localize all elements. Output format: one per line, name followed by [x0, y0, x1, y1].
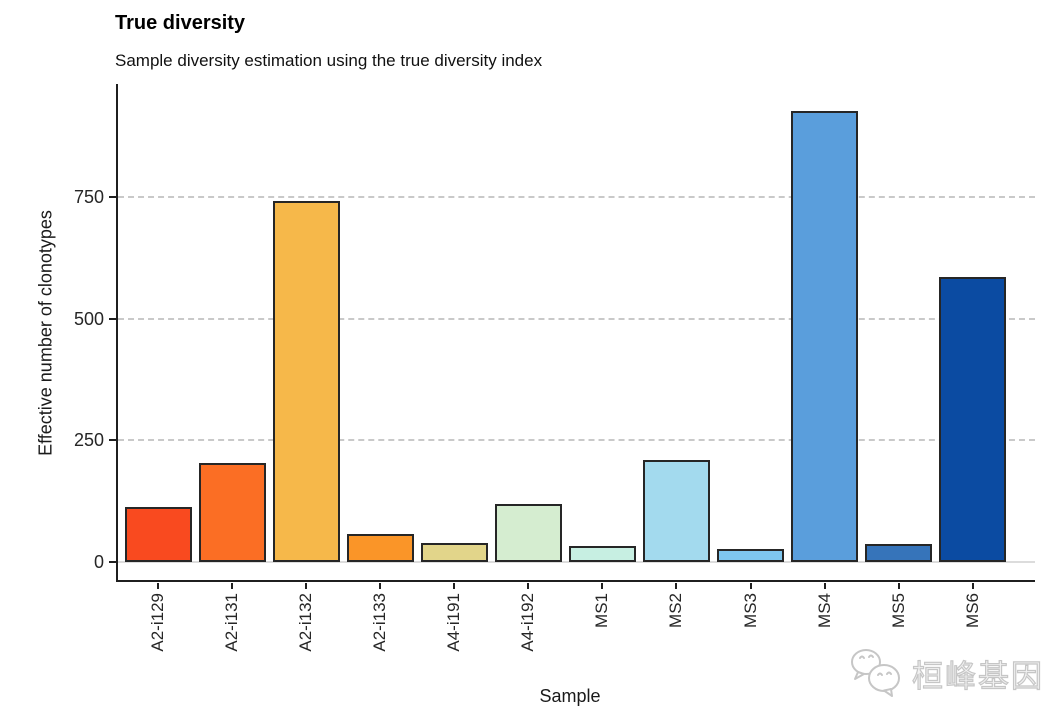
- x-tick-label-MS1: MS1: [592, 593, 612, 628]
- x-tick-MS5: [897, 583, 900, 589]
- x-tick-label-A4-i192: A4-i192: [518, 593, 538, 652]
- chart-subtitle: Sample diversity estimation using the tr…: [115, 51, 543, 70]
- bar-MS2: [642, 460, 710, 562]
- x-tick-label-MS2: MS2: [666, 593, 686, 628]
- x-tick-MS4: [823, 583, 826, 589]
- x-tick-MS3: [749, 583, 752, 589]
- x-tick-MS6: [971, 583, 974, 589]
- y-tick-label-500: 500: [73, 308, 104, 329]
- chart-title: True diversity: [115, 12, 246, 34]
- x-tick-label-MS3: MS3: [740, 593, 760, 628]
- x-tick-label-MS5: MS5: [888, 593, 908, 628]
- x-tick-label-A2-i133: A2-i133: [370, 593, 390, 652]
- bar-A2-i132: [272, 201, 340, 562]
- bar-A2-i131: [198, 463, 266, 562]
- bar-MS6: [939, 277, 1007, 562]
- y-tick-label-750: 750: [73, 187, 104, 207]
- bar-MS1: [568, 546, 636, 562]
- x-tick-MS1: [601, 583, 604, 589]
- wechat-icon: [851, 649, 900, 697]
- bar-MS4: [791, 111, 858, 562]
- x-tick-A4-i192: [527, 583, 530, 589]
- y-tick-label-0: 0: [93, 552, 104, 572]
- x-tick-label-MS6: MS6: [962, 593, 982, 628]
- bar-MS5: [865, 544, 933, 562]
- watermark: 桓峰基因: [848, 646, 1041, 700]
- gridline-0: [118, 561, 1035, 563]
- y-tick-0: [109, 561, 116, 563]
- bar-A4-i192: [494, 504, 562, 562]
- gridline-750: [118, 196, 1035, 198]
- gridline-500: [118, 317, 1035, 320]
- x-tick-A2-i131: [231, 583, 234, 589]
- y-tick-250: [109, 439, 116, 442]
- x-tick-label-MS4: MS4: [814, 593, 834, 628]
- bar-MS3: [717, 549, 784, 562]
- y-tick-750: [109, 196, 116, 198]
- x-tick-label-A4-i191: A4-i191: [444, 593, 464, 652]
- gridline-250: [118, 439, 1035, 442]
- x-axis-title: Sample: [539, 686, 601, 706]
- x-tick-label-A2-i132: A2-i132: [296, 593, 316, 652]
- y-axis-title: Effective number of clonotypes: [35, 210, 56, 456]
- x-tick-A2-i132: [305, 583, 308, 589]
- x-tick-label-A2-i129: A2-i129: [148, 593, 167, 652]
- x-tick-A2-i133: [379, 583, 382, 589]
- plot-area: [116, 84, 1035, 582]
- x-tick-MS2: [675, 583, 678, 589]
- x-tick-A2-i129: [157, 583, 159, 589]
- y-tick-500: [109, 317, 116, 320]
- x-tick-A4-i191: [453, 583, 456, 589]
- bar-A4-i191: [420, 543, 488, 562]
- bar-A2-i129: [124, 507, 192, 562]
- x-tick-label-A2-i131: A2-i131: [222, 593, 242, 652]
- bar-A2-i133: [346, 534, 414, 562]
- y-tick-label-250: 250: [73, 430, 104, 451]
- watermark-brand-text: 桓峰基因: [911, 658, 1041, 694]
